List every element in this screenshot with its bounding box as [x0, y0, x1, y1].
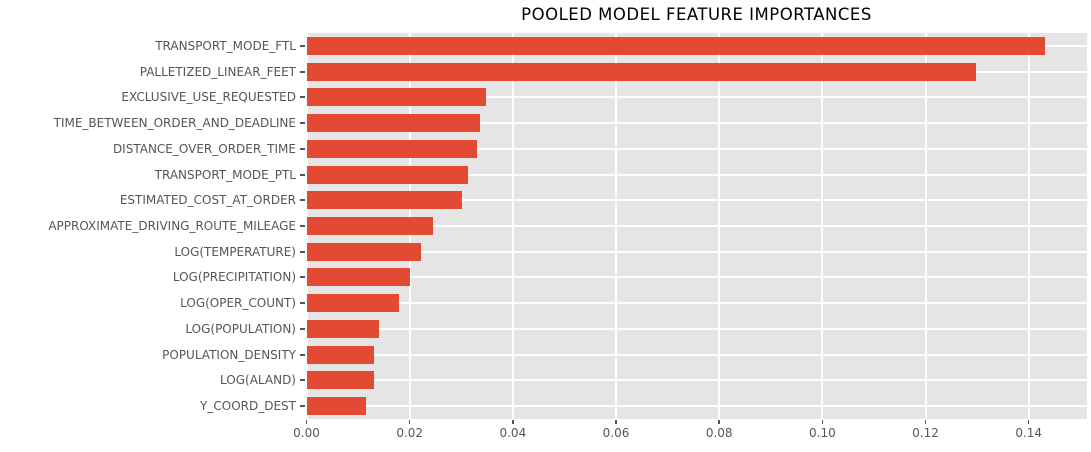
y-tick-label: APPROXIMATE_DRIVING_ROUTE_MILEAGE — [48, 219, 296, 233]
y-gridline — [306, 405, 1087, 408]
x-tick-mark — [1027, 419, 1030, 424]
x-tick-label: 0.06 — [602, 426, 630, 440]
bar-log-population- — [306, 319, 380, 338]
y-tick-label: EXCLUSIVE_USE_REQUESTED — [121, 90, 296, 105]
y-tick-mark — [299, 147, 305, 150]
x-tick-mark — [305, 419, 308, 424]
x-tick-label: 0.04 — [499, 426, 527, 440]
y-tick-label: PALLETIZED_LINEAR_FEET — [139, 64, 296, 79]
bar-log-aland- — [306, 371, 375, 390]
y-tick-label: TRANSPORT_MODE_FTL — [155, 38, 296, 53]
y-gridline — [306, 302, 1087, 305]
y-tick-mark — [299, 173, 305, 176]
y-tick-label: ESTIMATED_COST_AT_ORDER — [119, 193, 296, 208]
y-gridline — [306, 147, 1087, 150]
y-gridline — [306, 327, 1087, 330]
y-tick-label: LOG(TEMPERATURE) — [174, 244, 296, 259]
y-gridline — [306, 225, 1087, 227]
x-tick-label: 0.14 — [1015, 426, 1043, 440]
y-gridline — [306, 379, 1087, 382]
bar-distance-over-order-time — [306, 139, 477, 158]
plot-area — [305, 33, 1087, 419]
x-tick-label: 0.02 — [396, 426, 424, 440]
x-tick-mark — [924, 419, 927, 424]
bar-palletized-linear-feet — [306, 62, 976, 81]
x-tick-mark — [718, 419, 720, 424]
x-tick-mark — [408, 419, 411, 424]
x-tick-label: 0.10 — [809, 426, 836, 440]
x-tick-mark — [512, 419, 514, 424]
y-tick-label: LOG(PRECIPITATION) — [172, 270, 296, 285]
bar-approximate-driving-route-mileage — [306, 217, 433, 235]
y-gridline — [306, 173, 1087, 176]
y-tick-label: TIME_BETWEEN_ORDER_AND_DEADLINE — [53, 116, 296, 131]
y-tick-mark — [299, 276, 305, 279]
bar-log-oper-count- — [306, 294, 400, 313]
y-tick-mark — [299, 327, 305, 330]
x-tick-mark — [821, 419, 824, 424]
bar-estimated-cost-at-order — [306, 191, 462, 210]
y-tick-label: LOG(POPULATION) — [185, 321, 296, 336]
y-tick-mark — [299, 353, 305, 356]
bar-transport-mode-ftl — [306, 36, 1046, 55]
y-tick-mark — [299, 302, 305, 305]
y-tick-mark — [299, 96, 305, 99]
bar-population-density — [306, 345, 375, 364]
y-tick-label: Y_COORD_DEST — [200, 399, 296, 414]
y-tick-label: TRANSPORT_MODE_PTL — [154, 167, 296, 182]
y-tick-mark — [299, 44, 305, 47]
y-tick-mark — [299, 250, 305, 253]
x-tick-label: 0.08 — [705, 426, 733, 440]
y-tick-mark — [299, 70, 305, 73]
y-gridline — [306, 199, 1087, 202]
bar-transport-mode-ptl — [306, 165, 469, 184]
y-gridline — [306, 96, 1087, 99]
bar-y-coord-dest — [306, 397, 367, 416]
x-tick-label: 0.12 — [912, 426, 939, 440]
y-tick-mark — [299, 379, 305, 382]
x-tick-mark — [615, 419, 617, 424]
x-tick-label: 0.00 — [293, 426, 320, 440]
y-gridline — [306, 122, 1087, 125]
y-tick-label: DISTANCE_OVER_ORDER_TIME — [112, 141, 296, 156]
y-tick-mark — [299, 405, 305, 408]
y-tick-mark — [299, 122, 305, 125]
y-tick-label: LOG(OPER_COUNT) — [180, 296, 296, 311]
bar-log-precipitation- — [306, 268, 410, 287]
bar-exclusive-use-requested — [306, 88, 487, 107]
bar-time-between-order-and-deadline — [306, 114, 480, 133]
y-gridline — [306, 250, 1087, 253]
y-tick-mark — [299, 225, 305, 227]
chart-title: POOLED MODEL FEATURE IMPORTANCES — [521, 5, 872, 24]
y-tick-label: POPULATION_DENSITY — [162, 347, 296, 362]
y-gridline — [306, 276, 1087, 279]
y-gridline — [306, 353, 1087, 356]
y-tick-label: LOG(ALAND) — [220, 373, 296, 388]
y-tick-mark — [299, 199, 305, 202]
bar-log-temperature- — [306, 242, 422, 261]
